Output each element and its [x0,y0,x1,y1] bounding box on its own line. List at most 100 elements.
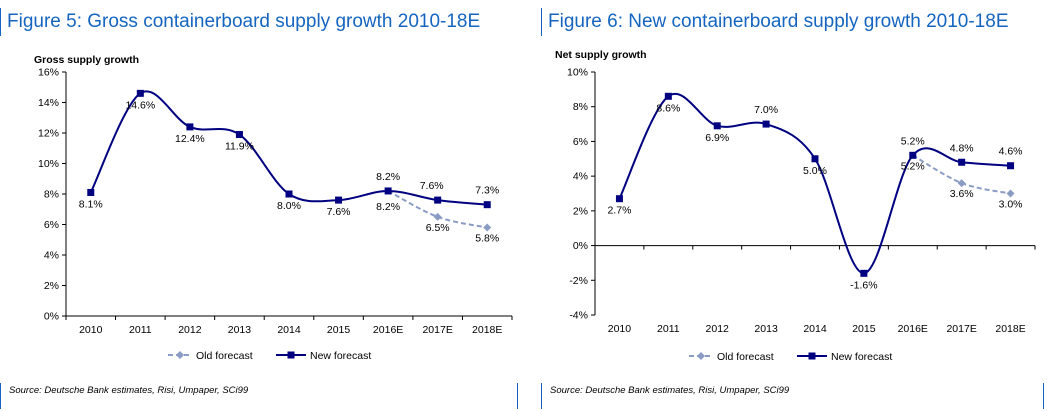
chart-title: Net supply growth [555,49,647,61]
x-tick-label: 2018E [472,324,502,336]
new-forecast-point [87,188,95,196]
old-forecast-data-label: 3.0% [999,199,1023,211]
y-tick-label: 6% [573,136,588,148]
new-forecast-point [664,92,672,100]
y-tick-label: 0% [573,240,588,252]
y-tick-label: 10% [38,158,59,170]
y-tick-label: 8% [44,189,59,201]
new-forecast-point [335,196,343,204]
new-forecast-data-label: 8.6% [656,102,680,114]
new-forecast-data-label: 7.3% [475,185,499,197]
new-forecast-data-label: 7.0% [754,104,778,116]
new-forecast-data-label: 4.8% [950,142,974,154]
x-tick-label: 2015 [327,324,351,336]
figure-5-chart: Gross supply growth 0% 2% 4% 6% 8% 10% 12% 14% 16… [34,54,513,362]
old-forecast-data-label: 5.2% [901,160,925,172]
x-tick-label: 2013 [754,323,778,335]
new-forecast-point [860,269,868,277]
old-forecast-point [957,179,966,188]
figure-6-panel: Figure 6: New containerboard supply grow… [541,0,1047,411]
x-tick-label: 2010 [608,323,632,335]
x-tick-label: 2014 [277,324,301,336]
x-tick-label: 2011 [129,324,152,336]
new-forecast-data-label: 8.2% [376,171,400,183]
y-tick-label: 8% [573,101,588,113]
new-forecast-point [235,131,243,139]
old-forecast-line [387,190,488,229]
new-forecast-data-label: 6.9% [705,132,729,144]
legend-old-forecast-label: Old forecast [196,350,253,362]
figure-6-source: Source: Deutsche Bank estimates, Risi, U… [541,383,789,409]
figure-6-title: Figure 6: New containerboard supply grow… [541,8,1009,36]
y-tick-label: 4% [573,171,588,183]
new-forecast-data-label: 7.6% [420,180,444,192]
old-forecast-point [483,223,492,232]
new-forecast-data-label: 8.1% [79,198,103,210]
legend-new-forecast-marker [287,351,295,359]
new-forecast-data-label: -1.6% [850,279,877,291]
new-forecast-data-label: 8.0% [277,200,301,212]
new-forecast-point [811,155,819,163]
x-tick-label: 2014 [803,323,827,335]
new-forecast-data-label: 12.4% [175,133,205,145]
y-tick-label: 14% [38,97,59,109]
new-forecast-point [615,195,623,203]
new-forecast-point [434,196,442,204]
new-forecast-data-label: 2.7% [607,205,631,217]
y-tick-label: 16% [38,67,59,79]
x-tick-label: 2013 [228,324,252,336]
legend-old-forecast-label: Old forecast [717,351,774,363]
new-forecast-point [1007,162,1015,170]
x-tick-label: 2015 [852,323,876,335]
y-tick-label: 2% [44,280,59,292]
figure-6-source-rule [1043,383,1044,409]
figure-5-source: Source: Deutsche Bank estimates, Risi, U… [0,383,248,409]
new-forecast-data-label: 4.6% [999,146,1023,158]
new-forecast-point [136,89,144,97]
x-tick-label: 2012 [706,323,730,335]
new-forecast-data-label: 5.2% [901,135,925,147]
y-tick-label: 4% [44,250,59,262]
x-tick-label: 2018E [995,323,1025,335]
old-forecast-data-label: 6.5% [426,222,450,234]
old-forecast-data-label: 5.8% [475,233,499,245]
legend-new-forecast-label: New forecast [831,351,892,363]
x-tick-label: 2017E [946,323,976,335]
legend-old-forecast-marker [176,351,184,359]
x-tick-label: 2011 [657,323,680,335]
x-tick-label: 2017E [422,324,452,336]
y-tick-label: 2% [573,205,588,217]
new-forecast-data-label: 5.0% [803,165,827,177]
y-tick-label: 12% [38,128,59,140]
new-forecast-point [186,123,194,131]
new-forecast-data-label: 11.9% [225,141,254,153]
new-forecast-data-label: 7.6% [327,206,351,218]
legend-old-forecast-marker [697,352,705,360]
new-forecast-point [285,190,293,198]
old-forecast-data-label: 3.6% [950,188,974,200]
figure-5-panel: Figure 5: Gross containerboard supply gr… [0,0,521,411]
x-tick-label: 2010 [79,324,103,336]
chart-title: Gross supply growth [34,54,139,66]
figure-5-title: Figure 5: Gross containerboard supply gr… [0,8,480,36]
new-forecast-point [384,187,392,195]
new-forecast-point [483,201,491,209]
y-tick-label: 0% [44,311,59,323]
new-forecast-point [762,120,770,128]
x-tick-label: 2016E [373,324,403,336]
new-forecast-data-label: 14.6% [125,99,155,111]
old-forecast-point [433,212,442,221]
figure-6-chart: Net supply growth -4% -2% 0% 2% 4% 6% 8% 10% 2010… [555,49,1036,363]
legend-new-forecast-label: New forecast [310,350,371,362]
old-forecast-point [1006,189,1015,198]
y-tick-label: -4% [569,310,588,322]
x-tick-label: 2016E [898,323,928,335]
x-tick-label: 2012 [178,324,202,336]
old-forecast-data-label: 8.2% [376,201,400,213]
y-tick-label: -2% [569,275,588,287]
y-tick-label: 10% [567,67,588,79]
new-forecast-point [958,158,966,166]
new-forecast-point [713,122,721,130]
figure-5-source-rule [517,383,518,409]
legend-new-forecast-marker [808,352,816,360]
